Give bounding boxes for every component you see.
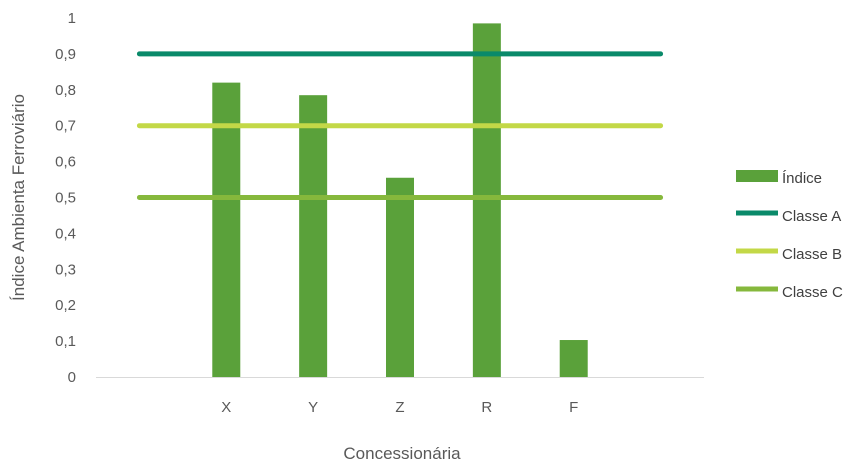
x-tick-label: R (481, 399, 492, 416)
bar-R (472, 23, 501, 377)
x-tick-label: F (569, 399, 578, 416)
bar-X (212, 82, 241, 378)
y-tick-label: 0,4 (55, 225, 76, 242)
y-axis-title: Índice Ambienta Ferroviário (9, 94, 28, 301)
y-tick-label: 0,7 (55, 118, 76, 135)
y-tick-label: 0,9 (55, 46, 76, 63)
bar-F (559, 340, 588, 377)
y-tick-labels: 0 0,1 0,2 0,3 0,4 0,5 0,6 0,7 0,8 0,9 1 (55, 10, 76, 386)
y-tick-label: 0 (68, 369, 76, 386)
legend-label: Índice (782, 170, 822, 187)
legend-label: Classe C (782, 284, 843, 301)
x-tick-label: X (221, 399, 231, 416)
y-tick-label: 0,6 (55, 154, 76, 171)
legend-label: Classe A (782, 208, 841, 225)
y-tick-label: 0,2 (55, 297, 76, 314)
legend-label: Classe B (782, 246, 842, 263)
bar-Z (386, 177, 414, 377)
y-tick-label: 0,5 (55, 190, 76, 207)
y-tick-label: 0,1 (55, 333, 76, 350)
x-tick-label: Z (395, 399, 404, 416)
line-series (136, 51, 664, 200)
legend: Índice Classe A Classe B Classe C (736, 170, 843, 301)
x-tick-label: Y (308, 399, 318, 416)
bar-series (212, 23, 588, 378)
x-axis-title: Concessionária (343, 444, 461, 461)
y-tick-label: 1 (68, 10, 76, 27)
bar-Y (299, 95, 328, 377)
y-tick-label: 0,3 (55, 261, 76, 278)
y-tick-label: 0,8 (55, 82, 76, 99)
legend-swatch-bar (736, 170, 778, 182)
